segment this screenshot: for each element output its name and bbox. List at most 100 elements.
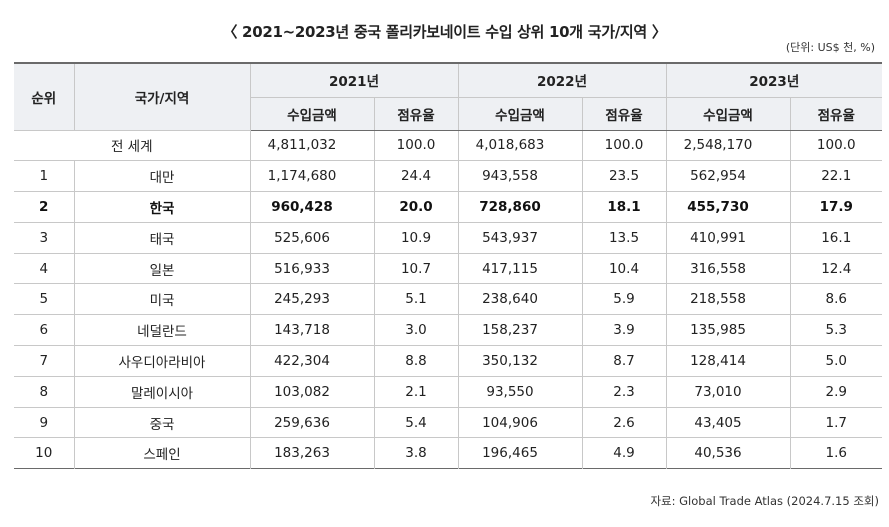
share-cell: 10.4 [581,253,666,284]
amount-cell: 422,304 [249,345,374,377]
share-cell: 8.8 [373,345,458,377]
world-share-2023: 100.0 [789,130,882,161]
share-cell: 2.1 [373,376,458,408]
header-amount-2022: 수입금액 [457,97,582,131]
amount-cell: 218,558 [665,283,790,315]
table-row: 7 사우디아라비아 422,304 8.8 350,132 8.7 128,414 5.0 [14,345,882,377]
share-cell: 24.4 [373,160,458,192]
amount-cell: 960,428 [249,191,374,223]
country-cell: 네덜란드 [73,314,250,346]
header-share-2023: 점유율 [789,97,882,131]
unit-note: (단위: US$ 천, %) [785,41,875,54]
amount-cell: 93,550 [457,376,582,408]
share-cell: 20.0 [373,191,458,223]
share-cell: 23.5 [581,160,666,192]
country-cell: 중국 [73,407,250,438]
amount-cell: 417,115 [457,253,582,284]
share-cell: 3.9 [581,314,666,346]
amount-cell: 104,906 [457,407,582,438]
amount-cell: 43,405 [665,407,790,438]
amount-cell: 245,293 [249,283,374,315]
world-share-2021: 100.0 [373,130,458,161]
share-cell: 18.1 [581,191,666,223]
amount-cell: 1,174,680 [249,160,374,192]
country-cell: 사우디아라비아 [73,345,250,377]
amount-cell: 516,933 [249,253,374,284]
country-cell: 일본 [73,253,250,284]
amount-cell: 183,263 [249,437,374,469]
country-cell: 스페인 [73,437,250,469]
amount-cell: 73,010 [665,376,790,408]
amount-cell: 143,718 [249,314,374,346]
share-cell: 8.6 [789,283,882,315]
country-cell: 한국 [73,191,250,223]
share-cell: 5.4 [373,407,458,438]
share-cell: 16.1 [789,222,882,254]
import-table: 순위 국가/지역 2021년 2022년 2023년 수입금액 점유율 수입금액… [14,62,882,469]
table-row: 10 스페인 183,263 3.8 196,465 4.9 40,536 1.6 [14,437,882,469]
share-cell: 13.5 [581,222,666,254]
amount-cell: 316,558 [665,253,790,284]
share-cell: 4.9 [581,437,666,469]
share-cell: 2.6 [581,407,666,438]
header-year-2021: 2021년 [249,63,458,98]
share-cell: 10.9 [373,222,458,254]
rank-cell: 2 [39,198,49,215]
rank-cell: 5 [39,291,49,308]
world-amount-2022: 4,018,683 [457,130,582,161]
country-cell: 대만 [73,160,250,192]
amount-cell: 40,536 [665,437,790,469]
amount-cell: 562,954 [665,160,790,192]
table-title: 〈 2021~2023년 중국 폴리카보네이트 수입 상위 10개 국가/지역 … [222,23,667,41]
amount-cell: 238,640 [457,283,582,315]
world-label: 전 세계 [110,139,153,156]
amount-cell: 128,414 [665,345,790,377]
amount-cell: 196,465 [457,437,582,469]
share-cell: 1.6 [789,437,882,469]
header-amount-2021: 수입금액 [249,97,374,131]
source-note: 자료: Global Trade Atlas (2024.7.15 조회) [650,494,879,508]
amount-cell: 943,558 [457,160,582,192]
amount-cell: 350,132 [457,345,582,377]
table-row: 5 미국 245,293 5.1 238,640 5.9 218,558 8.6 [14,283,882,315]
amount-cell: 259,636 [249,407,374,438]
share-cell: 8.7 [581,345,666,377]
share-cell: 3.8 [373,437,458,469]
country-cell: 말레이시아 [73,376,250,408]
world-amount-2023: 2,548,170 [665,130,790,161]
amount-cell: 410,991 [665,222,790,254]
amount-cell: 525,606 [249,222,374,254]
amount-cell: 158,237 [457,314,582,346]
table-row: 4 일본 516,933 10.7 417,115 10.4 316,558 12.4 [14,253,882,284]
rank-cell: 7 [39,352,49,369]
header-share-2022: 점유율 [581,97,666,131]
header-share-2021: 점유율 [373,97,458,131]
country-cell: 미국 [73,283,250,315]
header-country: 국가/지역 [73,63,250,131]
share-cell: 5.3 [789,314,882,346]
table-row: 8 말레이시아 103,082 2.1 93,550 2.3 73,010 2.9 [14,376,882,408]
rank-cell: 6 [39,322,49,339]
table-row: 2 한국 960,428 20.0 728,860 18.1 455,730 17.9 [14,191,882,223]
amount-cell: 455,730 [665,191,790,223]
rank-cell: 4 [39,260,49,277]
share-cell: 5.0 [789,345,882,377]
header-rank: 순위 [14,63,74,131]
share-cell: 3.0 [373,314,458,346]
share-cell: 2.3 [581,376,666,408]
share-cell: 22.1 [789,160,882,192]
amount-cell: 103,082 [249,376,374,408]
share-cell: 10.7 [373,253,458,284]
country-cell: 태국 [73,222,250,254]
table-row: 9 중국 259,636 5.4 104,906 2.6 43,405 1.7 [14,407,882,438]
rank-cell: 3 [39,229,49,246]
amount-cell: 543,937 [457,222,582,254]
table-row: 3 태국 525,606 10.9 543,937 13.5 410,991 16.1 [14,222,882,254]
header-amount-2023: 수입금액 [665,97,790,131]
rank-cell: 1 [39,168,49,185]
amount-cell: 135,985 [665,314,790,346]
share-cell: 5.9 [581,283,666,315]
world-amount-2021: 4,811,032 [249,130,374,161]
share-cell: 17.9 [789,191,882,223]
rank-cell: 8 [39,383,49,400]
